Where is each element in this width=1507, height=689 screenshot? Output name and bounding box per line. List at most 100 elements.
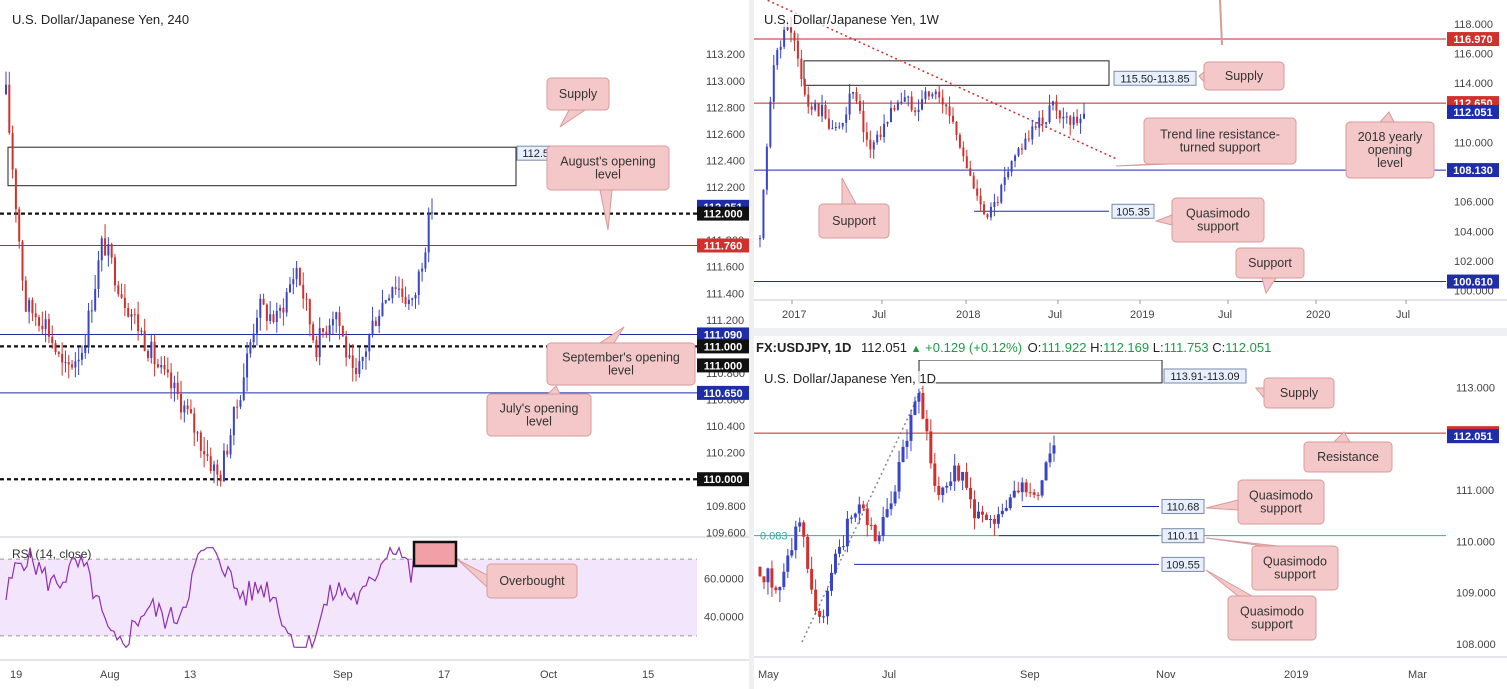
h4-candle: [64, 362, 67, 364]
weekly-candle: [1083, 113, 1085, 119]
daily-candle: [1016, 490, 1020, 493]
weekly-candle: [848, 93, 851, 115]
weekly-candle: [1003, 177, 1006, 185]
weekly-candle: [896, 102, 899, 110]
weekly-chart-panel[interactable]: 118.000116.000114.000112.000110.000108.0…: [754, 0, 1507, 328]
weekly-candle: [1010, 160, 1013, 172]
h4-candle: [47, 319, 50, 337]
weekly-candle: [893, 108, 896, 110]
daily-candle: [857, 504, 861, 514]
weekly-callout-support2[interactable]: Support: [1235, 247, 1305, 295]
weekly-callout-supply[interactable]: Supply: [1198, 61, 1285, 91]
daily-candle: [897, 462, 901, 492]
h4-candle: [156, 364, 159, 368]
legend-close-label: C:: [1212, 340, 1226, 355]
vertical-divider[interactable]: [749, 0, 754, 689]
h4-candle: [335, 312, 338, 320]
weekly-candle: [879, 134, 882, 138]
weekly-candle: [765, 146, 768, 190]
daily-candle: [798, 522, 802, 527]
h4-callout-september-text: level: [608, 364, 634, 378]
daily-y-tick: 111.000: [1456, 485, 1494, 497]
h4-candle: [364, 351, 367, 357]
h4-chart-panel[interactable]: 113.200 113.000 112.800 112.600 112.400 112.2…: [0, 0, 749, 689]
daily-chart-svg[interactable]: 113.000112.000111.000110.000109.000108.0…: [754, 360, 1507, 689]
h4-candle: [371, 320, 374, 335]
weekly-candle: [817, 103, 820, 117]
h4-x-tick: 17: [438, 669, 450, 681]
weekly-x-tick: Jul: [1048, 309, 1062, 321]
daily-chart-panel[interactable]: 113.000112.000111.000110.000109.000108.0…: [754, 360, 1507, 689]
h4-candle: [28, 300, 31, 312]
h4-candle: [368, 334, 371, 352]
weekly-callout-trendline-text: Trend line resistance-: [1160, 128, 1280, 142]
weekly-y-tick: 100.000: [1454, 286, 1494, 298]
weekly-candle: [1000, 184, 1003, 203]
h4-candle: [236, 406, 239, 408]
weekly-x-tick: 2020: [1306, 309, 1330, 321]
weekly-candle: [1041, 117, 1044, 124]
horizontal-divider[interactable]: [754, 328, 1507, 336]
h4-y-tick: 110.400: [706, 421, 745, 433]
weekly-candle: [1020, 148, 1023, 150]
h4-callout-supply[interactable]: Supply: [546, 77, 610, 128]
daily-callout-resistance[interactable]: Resistance: [1303, 431, 1393, 473]
h4-candle: [358, 361, 361, 374]
h4-candle: [163, 365, 166, 370]
weekly-candle: [1062, 116, 1065, 119]
daily-callout-qm1-text: Quasimodo: [1249, 489, 1313, 503]
h4-chart-title: U.S. Dollar/Japanese Yen, 240: [12, 12, 190, 27]
daily-callout-supply[interactable]: Supply: [1254, 377, 1335, 409]
h4-price-tag: 110.000: [703, 474, 742, 486]
weekly-candle: [914, 110, 917, 113]
daily-fib-trend-line: [801, 387, 923, 643]
h4-candle: [262, 298, 265, 305]
weekly-x-tick: 2018: [956, 309, 980, 321]
daily-candle: [941, 487, 945, 496]
weekly-callout-yearly-text: opening: [1368, 143, 1413, 157]
weekly-callout-support[interactable]: Support: [818, 177, 890, 239]
h4-callout-overbought-text: Overbought: [499, 574, 565, 588]
h4-price-tag-bg: [697, 238, 749, 253]
h4-callout-overbought-box: [486, 563, 578, 599]
weekly-candle: [900, 101, 903, 103]
h4-candle: [322, 328, 325, 332]
weekly-candle: [1072, 116, 1075, 125]
daily-candle: [865, 508, 869, 525]
weekly-callout-support-box: [818, 203, 890, 239]
daily-qm-label-bg: [1161, 498, 1205, 514]
daily-price-tag-bg: [1447, 429, 1499, 444]
daily-candle: [849, 517, 853, 519]
rsi-y-tick: 60.0000: [704, 573, 744, 585]
daily-candle: [1036, 494, 1040, 496]
h4-candle: [421, 268, 424, 272]
h4-y-tick: 111.600: [706, 262, 744, 274]
daily-callout-resistance-box: [1303, 441, 1393, 473]
weekly-candle: [862, 110, 865, 133]
h4-candle: [120, 294, 123, 298]
weekly-candle: [827, 118, 830, 129]
weekly-callout-trendline[interactable]: Trend line resistance-turned support: [1115, 117, 1297, 167]
daily-callout-qm2-text: support: [1274, 568, 1316, 582]
weekly-candle: [972, 175, 975, 189]
daily-candle: [893, 491, 897, 504]
h4-candle: [34, 313, 37, 318]
h4-callout-overbought[interactable]: Overbought: [457, 559, 578, 599]
daily-candle: [992, 519, 996, 524]
h4-candle: [203, 450, 206, 455]
h4-candle: [186, 405, 189, 410]
h4-chart-svg[interactable]: 113.200 113.000 112.800 112.600 112.400 112.2…: [0, 0, 749, 689]
h4-candle: [14, 169, 17, 210]
weekly-candle: [869, 139, 872, 150]
h4-candle: [180, 393, 183, 413]
h4-candle: [305, 298, 308, 300]
weekly-chart-svg[interactable]: 118.000116.000114.000112.000110.000108.0…: [754, 0, 1507, 328]
